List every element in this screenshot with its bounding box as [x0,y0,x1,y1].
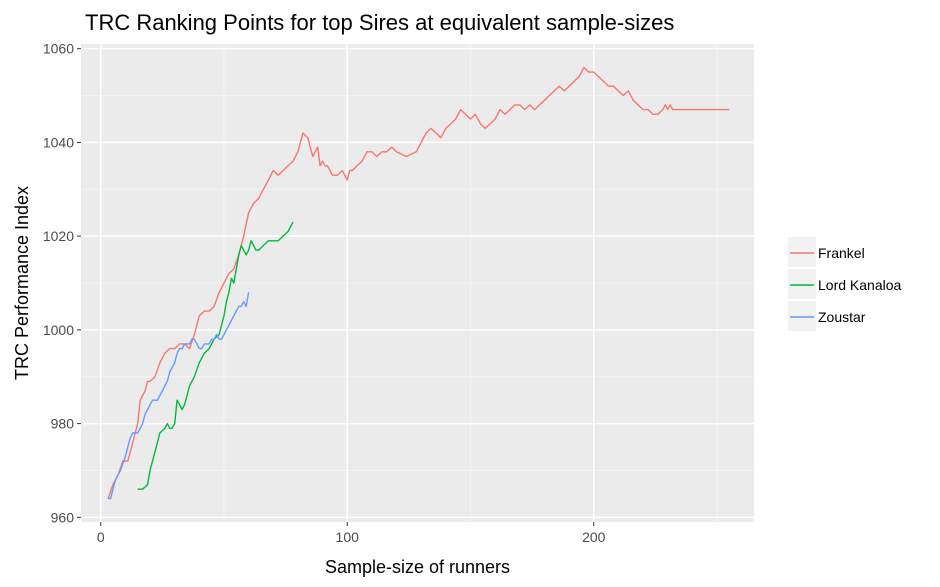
series-line-lord-kanaloa [137,221,294,490]
x-tick-label: 0 [97,529,105,545]
x-tick-label: 100 [336,529,360,545]
legend-label: Frankel [818,245,865,261]
series-line-zoustar [108,292,250,500]
legend-label: Zoustar [818,309,866,325]
y-tick-label: 980 [51,416,75,432]
y-tick-label: 960 [51,509,75,525]
legend-key-box [788,301,816,331]
axes: 0 100 200 960 980 1000 1020 1040 1060 [43,41,606,545]
legend-label: Lord Kanaloa [818,277,902,293]
legend: Frankel Lord Kanaloa Zoustar [788,237,908,333]
chart-title: TRC Ranking Points for top Sires at equi… [85,10,674,35]
grid-lines [81,44,754,522]
x-axis-title: Sample-size of runners [325,557,510,577]
y-axis-title: TRC Performance Index [12,186,32,380]
legend-key-box [788,237,816,267]
y-tick-label: 1040 [43,134,74,150]
x-tick-label: 200 [582,529,606,545]
y-tick-label: 1060 [43,41,74,57]
y-tick-label: 1020 [43,228,74,244]
y-tick-label: 1000 [43,322,74,338]
legend-key-box [788,269,816,299]
series-layer [107,66,730,500]
series-line-frankel [107,66,730,499]
